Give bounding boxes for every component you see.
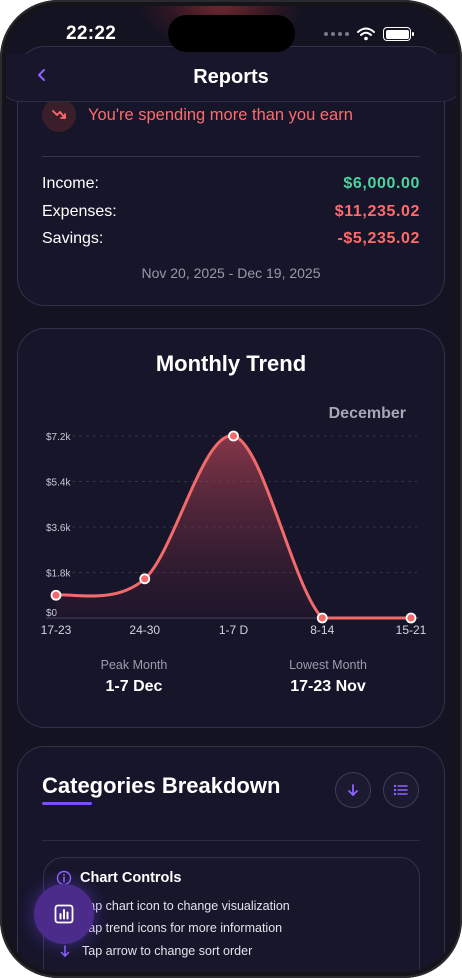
y-tick-label: $5.4k: [46, 478, 71, 489]
arrow-down-icon: [348, 784, 358, 796]
chevron-left-icon: [38, 69, 45, 81]
peak-month-value: 1-7 Dec: [105, 678, 163, 695]
cellular-signal-icon: [324, 32, 349, 36]
income-value: $6,000.00: [343, 175, 420, 192]
battery-icon: [383, 27, 414, 41]
y-tick-label: $7.2k: [46, 432, 71, 443]
chart-controls-header: Chart Controls: [56, 870, 182, 886]
control-hint-trend: Tap trend icons for more information: [58, 921, 282, 935]
data-point: [50, 589, 62, 601]
data-point: [316, 612, 328, 624]
income-row: Income: $6,000.00: [42, 175, 420, 193]
divider: [42, 840, 420, 841]
data-point: [139, 573, 151, 585]
expenses-row: Expenses: $11,235.02: [42, 203, 420, 221]
x-tick-label: 1-7 D: [219, 623, 249, 637]
control-hint-text: Tap chart icon to change visualization: [82, 899, 290, 913]
month-label: December: [328, 405, 406, 422]
lowest-month-value: 17-23 Nov: [290, 678, 366, 695]
title-underline: [42, 802, 92, 805]
monthly-trend-title: Monthly Trend: [155, 351, 307, 376]
expenses-value: $11,235.02: [334, 203, 420, 220]
categories-breakdown-title: Categories Breakdown: [42, 773, 281, 798]
y-tick-label: $0: [46, 608, 58, 619]
savings-label: Savings:: [42, 230, 104, 247]
trending-down-icon: [42, 98, 76, 132]
warning-text: You're spending more than you earn: [88, 105, 353, 124]
savings-row: Savings: -$5,235.02: [42, 230, 420, 248]
x-tick-label: 24-30: [129, 623, 160, 637]
nav-header: [6, 54, 456, 102]
expenses-label: Expenses:: [42, 203, 117, 220]
peak-month-stat: Peak Month 1-7 Dec: [54, 658, 214, 696]
x-tick-label: 17-23: [41, 623, 72, 637]
savings-value: -$5,235.02: [337, 230, 420, 247]
chart-controls-panel: [43, 857, 420, 972]
chart-controls-title: Chart Controls: [80, 870, 182, 886]
wifi-icon: [357, 27, 375, 41]
reports-fab-button[interactable]: [34, 884, 94, 944]
status-icons: [324, 25, 414, 43]
income-label: Income:: [42, 175, 99, 192]
control-hint-text: Tap trend icons for more information: [82, 921, 283, 935]
status-time: 22:22: [66, 23, 117, 44]
lowest-month-label: Lowest Month: [289, 658, 367, 672]
back-button[interactable]: [30, 63, 54, 87]
list-icon: [393, 784, 408, 796]
control-hint-sort: Tap arrow to change sort order: [58, 944, 252, 958]
screen: You're spending more than you earn Incom…: [6, 6, 456, 972]
x-tick-label: 15-21: [396, 623, 427, 637]
arrow-down-icon: [58, 945, 72, 957]
lowest-month-stat: Lowest Month 17-23 Nov: [248, 658, 408, 696]
sort-order-button[interactable]: [335, 772, 371, 808]
bar-chart-icon: [54, 904, 74, 924]
list-view-button[interactable]: [383, 772, 419, 808]
dynamic-island: [168, 15, 295, 52]
trend-area: [56, 435, 411, 618]
control-hint-chart: Tap chart icon to change visualization: [58, 899, 290, 913]
data-point: [228, 430, 239, 442]
x-tick-label: 8-14: [310, 623, 334, 637]
monthly-trend-chart[interactable]: $0 $1.8k $3.6k $5.4k $7.2k 17-23 24-30 1-7 D 8-1…: [34, 416, 434, 641]
spending-warning: You're spending more than you earn: [42, 98, 353, 132]
data-point: [405, 612, 417, 624]
date-range: Nov 20, 2025 - Dec 19, 2025: [141, 265, 321, 281]
control-hint-text: Tap arrow to change sort order: [82, 944, 253, 958]
y-tick-label: $1.8k: [46, 569, 71, 580]
page-title: Reports: [193, 66, 269, 88]
y-tick-label: $3.6k: [46, 523, 71, 534]
peak-month-label: Peak Month: [100, 658, 168, 672]
divider: [42, 156, 420, 157]
